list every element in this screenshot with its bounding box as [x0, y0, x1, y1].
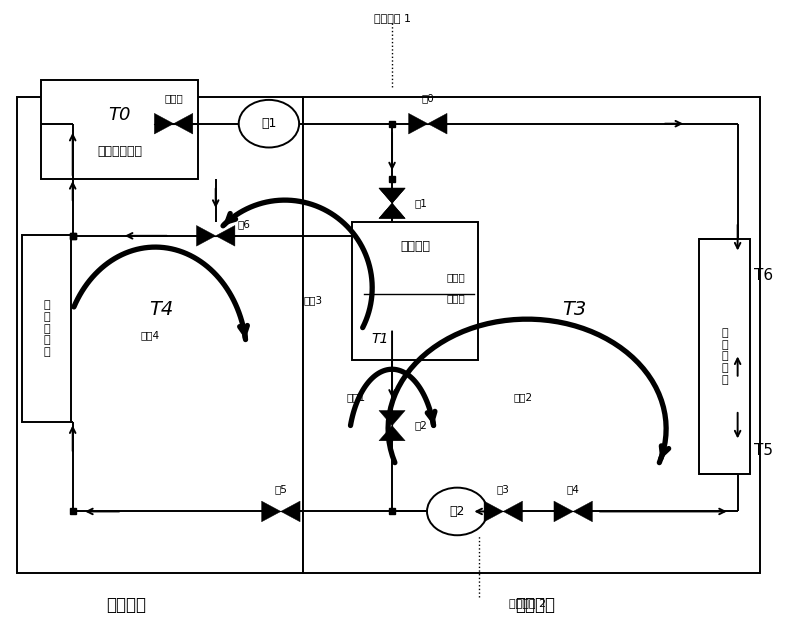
Polygon shape: [573, 501, 593, 522]
Circle shape: [238, 100, 299, 147]
Text: T5: T5: [754, 443, 774, 458]
Text: 泵2: 泵2: [450, 505, 465, 518]
Text: 热装置: 热装置: [446, 293, 466, 303]
Bar: [22, 234, 71, 423]
Text: T1: T1: [371, 332, 389, 346]
Polygon shape: [197, 226, 216, 246]
Text: 循环1: 循环1: [346, 392, 366, 403]
Text: 水阀开关 2: 水阀开关 2: [509, 598, 546, 608]
Polygon shape: [379, 204, 405, 219]
Text: 辅助加: 辅助加: [446, 272, 466, 282]
Polygon shape: [174, 113, 193, 134]
Text: 手动阀: 手动阀: [164, 94, 183, 104]
Polygon shape: [154, 113, 174, 134]
Bar: [698, 239, 750, 474]
Text: 循环3: 循环3: [303, 295, 322, 305]
Polygon shape: [262, 501, 281, 522]
Polygon shape: [484, 501, 503, 522]
Bar: [17, 97, 303, 573]
Text: 阀3: 阀3: [497, 484, 510, 494]
Polygon shape: [281, 501, 300, 522]
Text: 卧
室
散
热
片: 卧 室 散 热 片: [722, 328, 728, 385]
Text: 阀4: 阀4: [566, 484, 580, 494]
Polygon shape: [379, 204, 405, 219]
Bar: [41, 80, 198, 179]
Text: 泵1: 泵1: [262, 117, 277, 130]
Text: 卧室供热: 卧室供热: [515, 597, 555, 614]
Polygon shape: [409, 113, 428, 134]
Text: T4: T4: [150, 300, 174, 319]
Text: 阀5: 阀5: [274, 484, 287, 494]
Text: T0: T0: [108, 106, 131, 124]
Text: 阀6: 阀6: [238, 219, 251, 229]
Text: 浴室供暖: 浴室供暖: [106, 597, 146, 614]
Text: 水阀开关 1: 水阀开关 1: [374, 13, 410, 23]
Polygon shape: [379, 188, 405, 204]
Text: 太阳能集热器: 太阳能集热器: [97, 145, 142, 158]
Text: T3: T3: [562, 300, 587, 319]
Polygon shape: [216, 226, 235, 246]
Bar: [352, 222, 478, 360]
Circle shape: [427, 488, 487, 535]
Text: 阀2: 阀2: [414, 421, 427, 430]
Text: 阀0: 阀0: [422, 94, 434, 104]
Polygon shape: [379, 425, 405, 441]
Text: 阀1: 阀1: [414, 198, 427, 208]
Polygon shape: [379, 410, 405, 425]
Bar: [303, 97, 760, 573]
Polygon shape: [554, 501, 573, 522]
Text: 循环4: 循环4: [140, 330, 159, 340]
Polygon shape: [379, 188, 405, 204]
Polygon shape: [503, 501, 522, 522]
Text: 浴
室
散
热
片: 浴 室 散 热 片: [43, 300, 50, 356]
Text: 储热水箱: 储热水箱: [400, 240, 430, 253]
Polygon shape: [428, 113, 447, 134]
Text: T6: T6: [754, 268, 774, 283]
Text: 循环2: 循环2: [514, 392, 533, 403]
